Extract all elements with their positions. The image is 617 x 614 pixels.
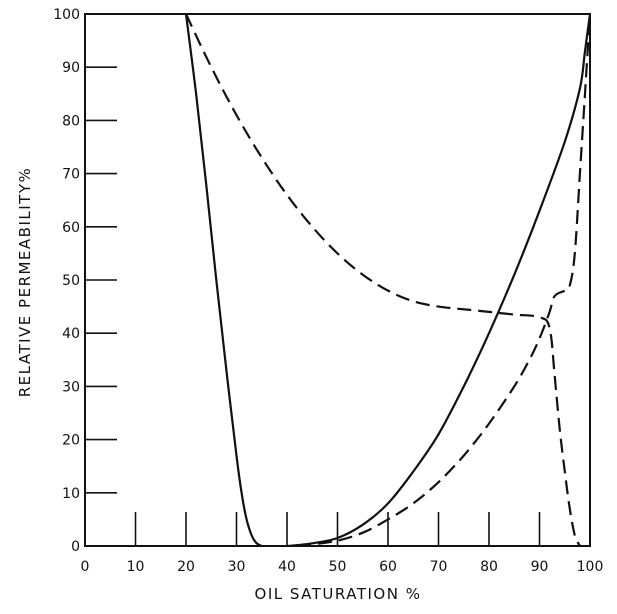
x-tick-label: 0 — [81, 559, 90, 575]
curve-3-solid — [286, 13, 592, 548]
y-tick-label: 80 — [62, 113, 80, 129]
x-tick-label: 30 — [228, 559, 246, 575]
x-tick-label: 20 — [177, 559, 195, 575]
x-tick-label: 100 — [577, 559, 604, 575]
x-tick-label: 60 — [379, 559, 397, 575]
curve-2-dashed — [185, 13, 581, 547]
plot-frame — [84, 13, 591, 547]
x-tick-label: 80 — [480, 559, 498, 575]
y-tick-label: 20 — [62, 433, 80, 449]
y-axis-title: RELATIVE PERMEABILITY% — [16, 167, 34, 398]
x-tick-label: 70 — [430, 559, 448, 575]
y-tick-label: 70 — [62, 167, 80, 183]
x-tick-label: 10 — [127, 559, 145, 575]
y-tick-label: 100 — [53, 7, 80, 23]
y-tick-label: 60 — [62, 220, 80, 236]
x-tick-label: 40 — [278, 559, 296, 575]
x-tick-label: 50 — [329, 559, 347, 575]
x-axis-title: OIL SATURATION % — [255, 585, 422, 603]
y-tick-label: 50 — [62, 273, 80, 289]
y-tick-label: 0 — [71, 539, 80, 555]
x-tick-label: 90 — [531, 559, 549, 575]
y-tick-label: 90 — [62, 60, 80, 76]
y-tick-label: 40 — [62, 326, 80, 342]
y-tick-label: 30 — [62, 379, 80, 395]
curve-1-solid — [184, 13, 263, 548]
curve-4-dashed — [296, 13, 592, 548]
y-tick-label: 10 — [62, 486, 80, 502]
